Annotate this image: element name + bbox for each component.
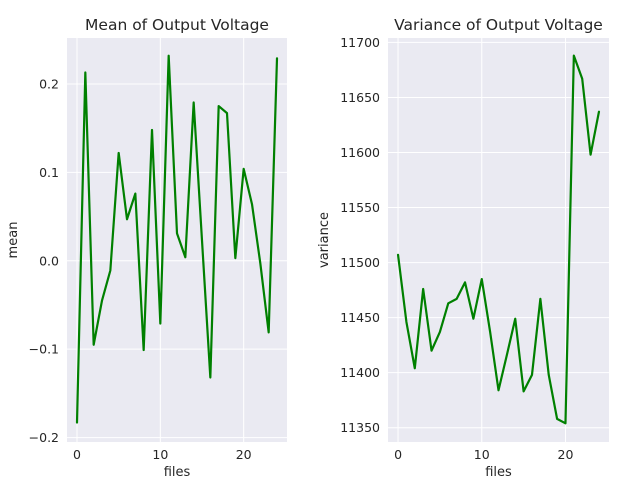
variance-chart: 0 10 20 11350 11400 11450 11500 11550 11600 11650… <box>317 16 609 480</box>
chart-title: Variance of Output Voltage <box>394 16 603 34</box>
x-axis-label: files <box>164 465 191 480</box>
y-tick-label: 11450 <box>340 310 380 325</box>
x-tick-label: 20 <box>236 447 252 462</box>
x-tick-label: 20 <box>558 447 574 462</box>
y-tick-label: 0.0 <box>39 253 59 268</box>
y-tick-label: 11550 <box>340 200 380 215</box>
x-tick-label: 10 <box>474 447 490 462</box>
y-tick-label: 11600 <box>340 145 380 160</box>
x-tick-label: 0 <box>73 447 81 462</box>
chart-title: Mean of Output Voltage <box>85 16 269 34</box>
y-tick-label: 11400 <box>340 365 380 380</box>
y-tick-label: 0.1 <box>39 165 59 180</box>
plot-area <box>388 38 609 442</box>
y-tick-label: 11350 <box>340 420 380 435</box>
y-tick-label: 11700 <box>340 35 380 50</box>
y-axis-label: mean <box>6 222 21 259</box>
mean-chart: 0 10 20 −0.2 −0.1 0.0 0.1 0.2 Mean of Output Vol… <box>6 16 287 480</box>
y-axis-label: variance <box>317 212 332 268</box>
x-axis-label: files <box>485 465 512 480</box>
y-tick-label: −0.1 <box>29 342 59 357</box>
series-line <box>75 54 279 424</box>
plot-area <box>67 38 287 442</box>
y-tick-label: 0.2 <box>39 76 59 91</box>
x-tick-label: 0 <box>394 447 402 462</box>
y-tick-label: 11500 <box>340 255 380 270</box>
y-tick-label: −0.2 <box>29 430 59 445</box>
series-line <box>396 54 601 425</box>
x-tick-label: 10 <box>152 447 168 462</box>
y-tick-label: 11650 <box>340 90 380 105</box>
